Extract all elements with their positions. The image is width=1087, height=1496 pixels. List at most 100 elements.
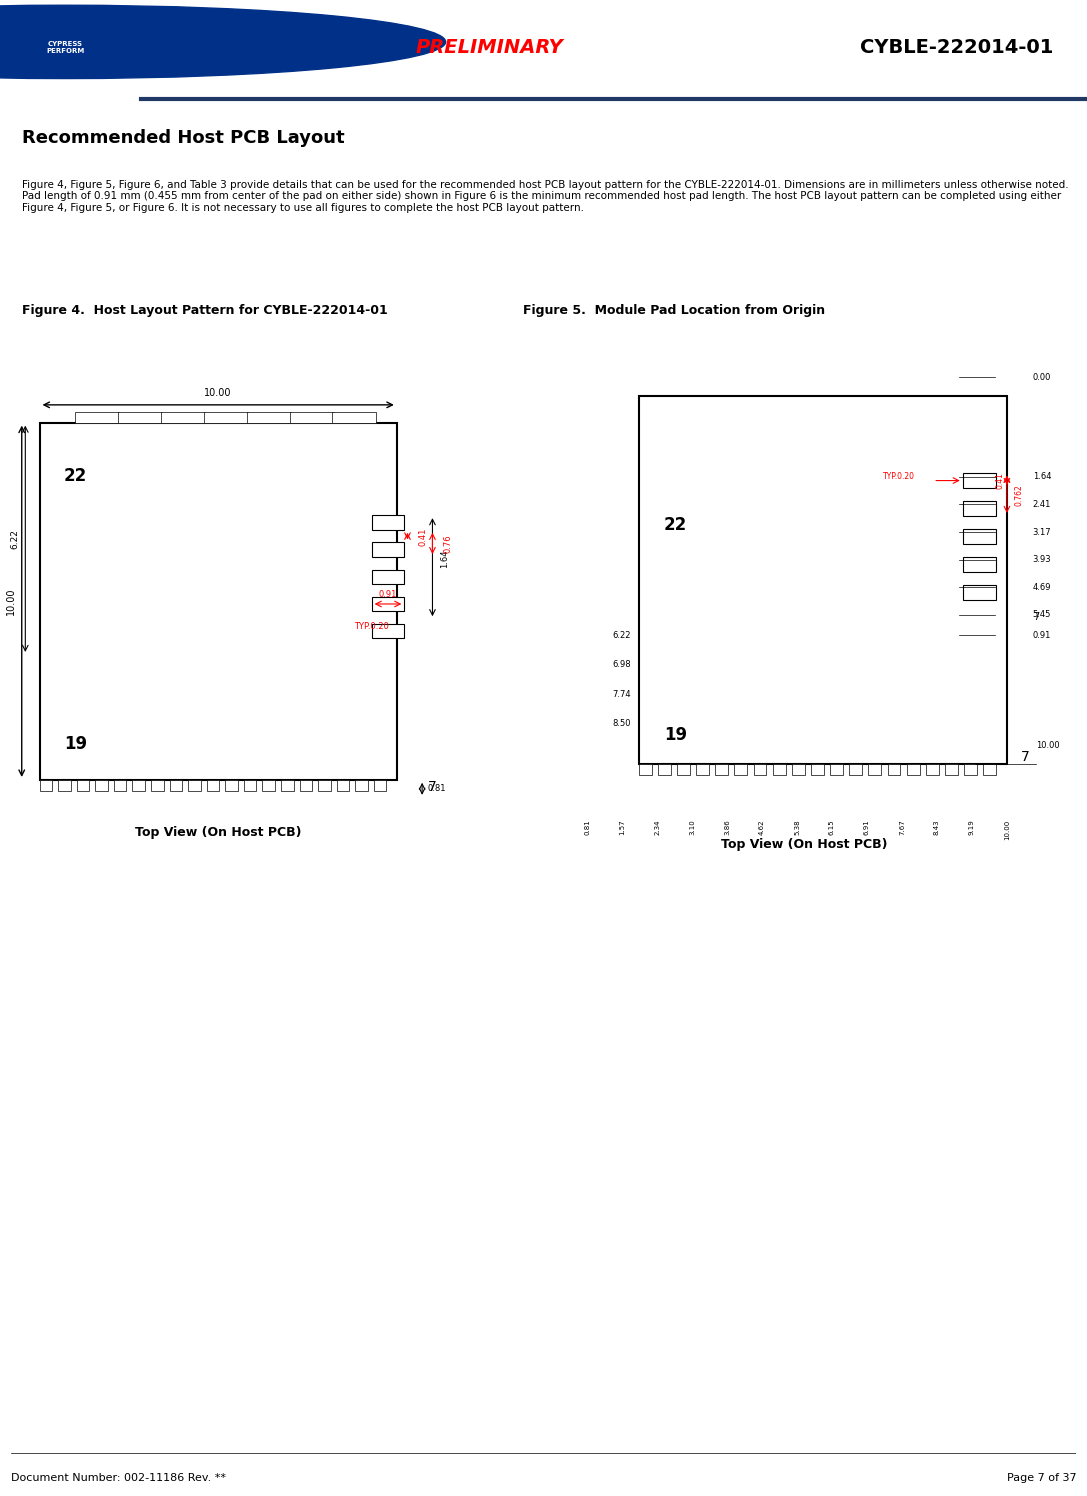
Text: 0.91: 0.91: [378, 589, 397, 598]
Bar: [75, 411, 120, 423]
Text: Page 7 of 37: Page 7 of 37: [1007, 1474, 1076, 1483]
Bar: [243, 779, 257, 790]
Text: TYP.0.20: TYP.0.20: [354, 622, 389, 631]
Bar: [188, 779, 201, 790]
Bar: [907, 764, 920, 775]
Bar: [355, 779, 367, 790]
Bar: [963, 557, 997, 571]
Bar: [161, 411, 205, 423]
Text: TYP.0.20: TYP.0.20: [883, 473, 915, 482]
Text: 4.62: 4.62: [759, 820, 765, 835]
Text: 1.57: 1.57: [620, 820, 625, 835]
Text: 9.19: 9.19: [969, 820, 975, 835]
Text: 19: 19: [664, 726, 687, 744]
Bar: [170, 779, 183, 790]
Text: 6.91: 6.91: [864, 820, 870, 835]
Text: 2.41: 2.41: [1033, 500, 1051, 509]
Text: 3.86: 3.86: [724, 820, 730, 835]
Text: Top View (On Host PCB): Top View (On Host PCB): [135, 826, 301, 839]
Text: CYPRESS
PERFORM: CYPRESS PERFORM: [46, 40, 85, 54]
Bar: [118, 411, 162, 423]
Bar: [204, 411, 248, 423]
Text: 2.34: 2.34: [654, 820, 660, 835]
Text: 6.98: 6.98: [613, 660, 632, 669]
Text: 0.41: 0.41: [418, 528, 427, 546]
Bar: [849, 764, 862, 775]
Text: CYBLE-222014-01: CYBLE-222014-01: [860, 37, 1053, 57]
Bar: [926, 764, 939, 775]
Text: 0.81: 0.81: [584, 820, 590, 835]
Text: 1.64: 1.64: [1033, 473, 1051, 482]
Bar: [133, 779, 145, 790]
Bar: [963, 585, 997, 600]
Bar: [289, 411, 334, 423]
Text: 10.00: 10.00: [204, 387, 232, 398]
Bar: [39, 779, 52, 790]
Text: 7.74: 7.74: [613, 690, 632, 699]
Text: Document Number: 002-11186 Rev. **: Document Number: 002-11186 Rev. **: [11, 1474, 226, 1483]
Bar: [639, 764, 651, 775]
Bar: [945, 764, 958, 775]
Text: 3.10: 3.10: [689, 820, 695, 835]
Bar: [963, 501, 997, 516]
Bar: [282, 779, 293, 790]
Text: Figure 4, Figure 5, Figure 6, and Table 3 provide details that can be used for t: Figure 4, Figure 5, Figure 6, and Table …: [22, 180, 1069, 212]
Bar: [318, 779, 330, 790]
Bar: [773, 764, 786, 775]
Bar: [225, 779, 238, 790]
Bar: [735, 764, 747, 775]
Bar: [39, 423, 397, 779]
Bar: [696, 764, 709, 775]
Text: 6.22: 6.22: [10, 530, 20, 549]
Text: 4.69: 4.69: [1033, 583, 1051, 592]
Bar: [114, 779, 126, 790]
Bar: [372, 570, 404, 583]
Bar: [964, 764, 977, 775]
Text: 7.67: 7.67: [899, 820, 905, 835]
Bar: [984, 764, 997, 775]
Bar: [374, 779, 386, 790]
Text: 10.00: 10.00: [7, 588, 16, 615]
Bar: [207, 779, 220, 790]
Bar: [658, 764, 671, 775]
Bar: [963, 528, 997, 545]
Text: Figure 5.  Module Pad Location from Origin: Figure 5. Module Pad Location from Origi…: [523, 304, 825, 317]
Text: Top View (On Host PCB): Top View (On Host PCB): [721, 838, 888, 851]
Bar: [811, 764, 824, 775]
Text: 5.45: 5.45: [1033, 610, 1051, 619]
Bar: [791, 764, 804, 775]
Text: 10.00: 10.00: [1036, 741, 1060, 749]
Bar: [151, 779, 163, 790]
Text: 7: 7: [1034, 612, 1039, 622]
Bar: [372, 624, 404, 639]
Text: 7: 7: [428, 779, 437, 794]
Text: Figure 4.  Host Layout Pattern for CYBLE-222014-01: Figure 4. Host Layout Pattern for CYBLE-…: [22, 304, 387, 317]
Text: 6.15: 6.15: [829, 820, 835, 835]
Text: 22: 22: [664, 516, 687, 534]
Bar: [262, 779, 275, 790]
Circle shape: [0, 4, 446, 78]
Text: 0.41: 0.41: [996, 473, 1004, 489]
Text: 7: 7: [1021, 749, 1029, 764]
Bar: [77, 779, 89, 790]
Text: 6.22: 6.22: [613, 631, 632, 640]
Bar: [963, 473, 997, 488]
Text: 0.76: 0.76: [443, 536, 452, 554]
Bar: [888, 764, 900, 775]
Text: 8.43: 8.43: [934, 820, 940, 835]
Text: Recommended Host PCB Layout: Recommended Host PCB Layout: [22, 130, 345, 148]
Bar: [372, 597, 404, 612]
Text: 0.81: 0.81: [427, 784, 446, 793]
Bar: [830, 764, 844, 775]
Bar: [639, 396, 1007, 764]
Bar: [96, 779, 108, 790]
Text: 5.38: 5.38: [794, 820, 800, 835]
Text: 0.00: 0.00: [1033, 373, 1051, 381]
Text: 19: 19: [64, 735, 87, 752]
Bar: [753, 764, 766, 775]
Text: 0.91: 0.91: [1033, 631, 1051, 640]
Text: 3.93: 3.93: [1033, 555, 1051, 564]
Bar: [247, 411, 290, 423]
Bar: [372, 515, 404, 530]
Text: 0.762: 0.762: [1014, 485, 1023, 506]
